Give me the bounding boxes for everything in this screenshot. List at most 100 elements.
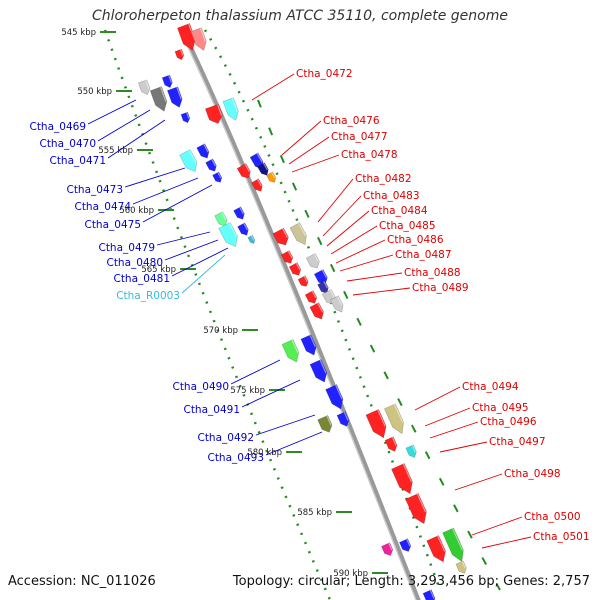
minus-strand-gene xyxy=(317,415,333,433)
gene-shine xyxy=(244,163,251,173)
plus-gene-label: Ctha_0483 xyxy=(363,190,420,202)
plus-strand-gene xyxy=(190,27,207,51)
minus-strand-gene xyxy=(422,589,436,600)
gene-body xyxy=(204,103,223,124)
gene-body xyxy=(289,222,307,246)
gene-shine xyxy=(199,27,206,42)
gene-body xyxy=(304,290,318,304)
minus-strand-gene xyxy=(300,334,317,356)
plus-strand-gene xyxy=(297,275,309,287)
minus-gene-label: Ctha_0491 xyxy=(183,404,240,416)
plus-strand-gene xyxy=(426,535,446,563)
gene-shine xyxy=(429,589,435,599)
gene-shine xyxy=(317,302,324,313)
minus-gene-label: Ctha_R0003 xyxy=(116,290,180,302)
label-leader xyxy=(326,210,370,247)
plus-gene-label: Ctha_0501 xyxy=(533,531,590,543)
plus-strand-gene xyxy=(329,295,344,313)
minus-gene-label: Ctha_0475 xyxy=(84,219,141,231)
plus-strand-gene xyxy=(236,163,251,179)
plus-gene-label: Ctha_0487 xyxy=(395,249,452,261)
gene-shine xyxy=(176,86,182,100)
gene-body xyxy=(405,444,417,458)
label-leader xyxy=(181,254,226,294)
gene-shine xyxy=(145,80,150,89)
plus-strand-gene xyxy=(289,222,307,246)
gene-shine xyxy=(411,445,417,453)
gene-shine xyxy=(295,262,301,271)
gene-shine xyxy=(231,97,238,112)
label-leader xyxy=(291,154,340,173)
plus-strand-gene xyxy=(405,493,427,525)
minus-gene-label: Ctha_0492 xyxy=(197,432,254,444)
gene-shine xyxy=(452,528,463,551)
gene-shine xyxy=(203,143,209,153)
label-leader xyxy=(317,178,354,223)
gene-shine xyxy=(228,222,238,237)
gene-shine xyxy=(437,535,446,552)
gene-shine xyxy=(336,296,343,306)
gene-shine xyxy=(323,281,329,289)
gene-body xyxy=(422,589,436,600)
gene-body xyxy=(384,436,398,452)
label-leader xyxy=(87,99,137,125)
gene-body xyxy=(237,222,249,236)
plus-gene-label: Ctha_0488 xyxy=(404,267,461,279)
gene-shine xyxy=(326,415,332,426)
minus-strand-gene xyxy=(233,206,245,220)
plus-strand-gene xyxy=(272,227,289,246)
minus-strand-gene xyxy=(196,143,210,159)
gene-shine xyxy=(186,112,190,119)
plus-gene-label: Ctha_0500 xyxy=(524,511,581,523)
label-leader xyxy=(414,386,461,411)
label-leader xyxy=(330,225,378,255)
minus-gene-label: Ctha_0473 xyxy=(66,184,123,196)
minus-strand-gene xyxy=(137,79,151,95)
plus-strand-gene xyxy=(391,463,413,495)
gene-shine xyxy=(343,411,349,421)
plus-strand-gene xyxy=(442,527,464,563)
label-leader xyxy=(288,136,330,165)
plus-strand-gene xyxy=(304,290,318,304)
gene-body xyxy=(455,560,467,574)
gene-shine xyxy=(256,153,263,163)
minus-strand-gene xyxy=(381,542,394,556)
plus-strand-gene xyxy=(317,280,329,294)
minus-strand-gene xyxy=(149,86,168,112)
plus-strand-gene xyxy=(455,560,467,574)
minus-strand-gene xyxy=(214,211,228,227)
gene-body xyxy=(196,143,210,159)
minus-gene-label: Ctha_0471 xyxy=(49,155,106,167)
plus-gene-label: Ctha_0484 xyxy=(371,205,428,217)
gene-shine xyxy=(313,253,320,263)
gene-body xyxy=(149,86,168,112)
ruler-tick-label: 550 kbp xyxy=(77,87,112,97)
gene-body xyxy=(281,339,300,363)
label-leader xyxy=(439,441,488,453)
gene-body xyxy=(180,111,191,124)
plus-gene-label: Ctha_0489 xyxy=(412,282,469,294)
gene-shine xyxy=(329,289,336,299)
gene-shine xyxy=(377,409,386,427)
label-leader xyxy=(471,516,523,536)
accession-text: Accession: NC_011026 xyxy=(8,574,156,589)
ruler-tick-label: 560 kbp xyxy=(119,206,154,216)
plus-gene-label: Ctha_0485 xyxy=(379,220,436,232)
plus-strand-gene xyxy=(204,103,223,124)
minus-strand-gene xyxy=(212,171,223,183)
label-leader xyxy=(339,254,394,272)
gene-shine xyxy=(309,334,316,348)
feature-labels: Ctha_0472 Ctha_0476 Ctha_0477 Ctha_0478 Ctha… xyxy=(29,68,590,549)
gene-body xyxy=(233,206,245,220)
minus-strand-gene xyxy=(237,222,249,236)
label-leader xyxy=(454,473,503,491)
plus-strand-gene xyxy=(309,302,324,320)
gene-shine xyxy=(211,159,217,167)
map-title: Chloroherpeton thalassium ATCC 35110, co… xyxy=(92,8,508,24)
plus-strand-gene xyxy=(305,253,320,269)
minus-strand-gene xyxy=(247,234,256,244)
label-leader xyxy=(171,247,229,277)
plus-gene-label: Ctha_0477 xyxy=(331,131,388,143)
